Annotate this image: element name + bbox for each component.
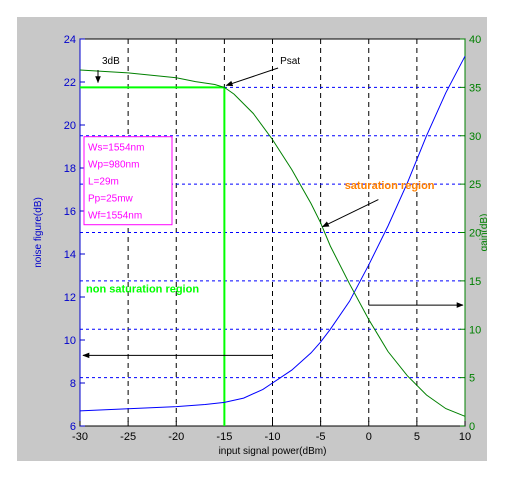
y-left-axis-label: noise figure(dB): [33, 197, 44, 268]
x-tick-label: -10: [265, 431, 281, 443]
psat-arrow: [225, 67, 279, 87]
chart-svg: -30 -25 -20 -15 -10 -5 0 5 10 6 8 10 12 14 16 18 20 22 24 0…: [33, 34, 487, 457]
y-right-tick-label: 20: [469, 228, 481, 240]
y-left-tick-label: 8: [70, 378, 76, 390]
y-left-tick-label: 22: [64, 77, 76, 89]
y-right-tick-label: 5: [469, 373, 475, 385]
x-tick-label: 5: [414, 431, 420, 443]
chart-figure: -30 -25 -20 -15 -10 -5 0 5 10 6 8 10 12 14 16 18 20 22 24 0…: [17, 17, 487, 461]
y-left-tick-label: 12: [64, 292, 76, 304]
y-left-tick-label: 14: [64, 249, 76, 261]
y-right-tick-label: 40: [469, 34, 481, 46]
x-tick-label: -15: [216, 431, 232, 443]
params-box: [83, 136, 173, 226]
param-line: Wf=1554nm: [88, 211, 142, 222]
y-right-axis-label: gain(dB): [479, 214, 487, 252]
y-right-tick-label: 10: [469, 324, 481, 336]
noise-figure-line: [79, 55, 466, 412]
saturation-arrow: [321, 199, 379, 228]
x-tick-label: -5: [316, 431, 326, 443]
y-left-tick-label: 20: [64, 120, 76, 132]
y-right-tick-label: 0: [469, 421, 475, 433]
x-tick-label: -30: [72, 431, 88, 443]
param-line: Pp=25mw: [88, 194, 134, 205]
y-left-tick-label: 6: [70, 421, 76, 433]
y-left-tick-label: 16: [64, 206, 76, 218]
y-left-tick-label: 10: [64, 335, 76, 347]
annotation-3db: 3dB: [102, 56, 120, 67]
param-line: Ws=1554nm: [88, 143, 144, 154]
y-left-tick-label: 24: [64, 34, 76, 46]
y-right-tick-label: 35: [469, 82, 481, 94]
y-right-tick-label: 30: [469, 131, 481, 143]
x-axis-label: input signal power(dBm): [219, 446, 327, 457]
annotation-nonsaturation-region: non saturation region: [86, 283, 199, 295]
annotation-psat: Psat: [280, 56, 300, 67]
x-tick-label: -25: [120, 431, 136, 443]
x-tick-label: 0: [366, 431, 372, 443]
y-left-tick-label: 18: [64, 163, 76, 175]
annotation-saturation-region: saturation region: [345, 180, 435, 192]
y-right-tick-label: 25: [469, 179, 481, 191]
param-line: L=29m: [88, 177, 119, 188]
param-line: Wp=980nm: [88, 160, 139, 171]
gain-line: [79, 69, 466, 417]
x-tick-label: 10: [459, 431, 471, 443]
y-right-tick-label: 15: [469, 276, 481, 288]
x-tick-label: -20: [168, 431, 184, 443]
